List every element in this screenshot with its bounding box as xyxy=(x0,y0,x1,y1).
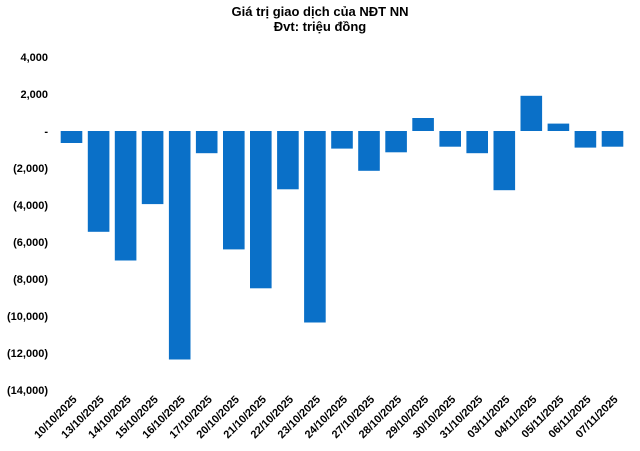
bar xyxy=(250,131,272,289)
bar xyxy=(358,131,380,171)
bar xyxy=(87,131,110,232)
bar xyxy=(114,131,137,261)
chart-subtitle: Đvt: triệu đồng xyxy=(273,19,367,34)
bar xyxy=(466,131,488,154)
bar xyxy=(223,131,245,250)
bar xyxy=(412,118,434,131)
bar-series xyxy=(60,95,624,360)
bar xyxy=(601,131,624,147)
bar xyxy=(141,131,164,205)
bar xyxy=(331,131,353,149)
y-tick-label: 4,000 xyxy=(20,52,48,64)
bar xyxy=(547,123,570,131)
x-axis: 10/10/202513/10/202514/10/202515/10/2025… xyxy=(32,394,620,441)
y-tick-label: (6,000) xyxy=(13,237,48,249)
bar xyxy=(168,131,191,360)
chart-title: Giá trị giao dịch của NĐT NN xyxy=(231,4,409,19)
y-tick-label: (8,000) xyxy=(13,274,48,286)
bar xyxy=(439,131,461,147)
y-tick-label: (10,000) xyxy=(7,311,48,323)
y-tick-label: (14,000) xyxy=(7,385,48,397)
y-tick-label: - xyxy=(44,126,48,138)
bar xyxy=(60,131,83,143)
y-axis: 4,000 2,000 - (2,000) (4,000) (6,000) (8,000) (… xyxy=(7,52,48,397)
bar xyxy=(304,131,326,323)
y-tick-label: (4,000) xyxy=(13,200,48,212)
bar xyxy=(574,131,597,148)
bar xyxy=(385,131,407,153)
bar xyxy=(493,131,516,191)
y-tick-label: (12,000) xyxy=(7,348,48,360)
y-tick-label: (2,000) xyxy=(13,163,48,175)
y-tick-label: 2,000 xyxy=(20,89,48,101)
bar xyxy=(195,131,218,154)
bar xyxy=(277,131,299,190)
bar xyxy=(520,95,543,131)
